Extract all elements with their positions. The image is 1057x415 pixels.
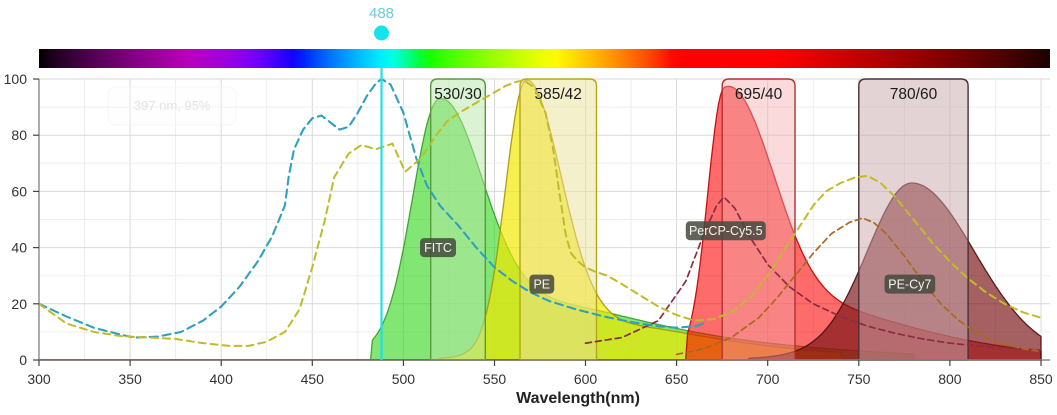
svg-text:650: 650 [665,371,689,387]
svg-text:400: 400 [210,371,234,387]
svg-text:700: 700 [756,371,780,387]
svg-text:530/30: 530/30 [434,86,482,103]
svg-text:488: 488 [369,5,394,22]
svg-text:500: 500 [392,371,416,387]
svg-text:80: 80 [11,127,27,143]
svg-text:300: 300 [27,371,51,387]
svg-text:397 nm, 95%: 397 nm, 95% [134,98,211,113]
svg-text:550: 550 [483,371,507,387]
svg-text:Wavelength(nm): Wavelength(nm) [516,390,640,407]
svg-text:20: 20 [11,296,27,312]
svg-text:600: 600 [574,371,598,387]
svg-text:PE-Cy7: PE-Cy7 [888,277,931,291]
svg-text:750: 750 [847,371,871,387]
svg-text:800: 800 [938,371,962,387]
svg-text:850: 850 [1029,371,1053,387]
svg-text:100: 100 [4,71,28,87]
svg-text:FITC: FITC [424,241,452,255]
svg-text:0: 0 [19,352,27,368]
svg-text:60: 60 [11,183,27,199]
svg-text:PE: PE [533,277,550,291]
svg-text:PerCP-Cy5.5: PerCP-Cy5.5 [689,224,763,238]
svg-text:780/60: 780/60 [890,86,938,103]
svg-text:40: 40 [11,240,27,256]
svg-text:450: 450 [301,371,325,387]
svg-text:350: 350 [118,371,142,387]
svg-text:695/40: 695/40 [735,86,783,103]
svg-text:585/42: 585/42 [534,86,581,103]
